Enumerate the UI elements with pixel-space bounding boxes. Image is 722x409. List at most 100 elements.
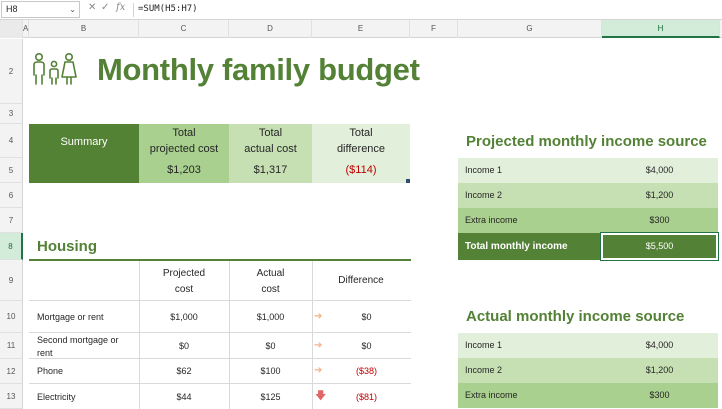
- name-box-value: H8: [6, 4, 18, 14]
- income-label: Extra income: [465, 215, 518, 225]
- housing-header-difference: Difference: [338, 275, 384, 286]
- formula-input[interactable]: =SUM(H5:H7): [138, 4, 198, 14]
- housing-title-underline: [29, 259, 411, 261]
- table-row[interactable]: Second mortgage or rent $0 $0 ➔ $0: [29, 333, 411, 359]
- income-label: Income 1: [465, 165, 503, 175]
- row-header-3[interactable]: 3: [0, 104, 23, 124]
- row-label-line2: rent: [37, 348, 53, 358]
- column-header-e[interactable]: E: [312, 20, 410, 38]
- row-projected: $1,000: [170, 312, 198, 322]
- row-label: Phone: [37, 366, 64, 376]
- fill-handle[interactable]: [406, 179, 410, 183]
- arrow-right-icon: ➔: [314, 340, 323, 351]
- projected-total-value[interactable]: $1,203: [139, 158, 229, 183]
- column-header-g[interactable]: G: [458, 20, 602, 38]
- confirm-icon[interactable]: ✓: [101, 2, 110, 13]
- formula-actions: ✕ ✓ fx: [86, 2, 130, 18]
- row-projected: $44: [176, 392, 192, 402]
- selected-cell-outline: [600, 232, 719, 261]
- select-all-corner[interactable]: [0, 20, 23, 38]
- income-value: $4,000: [645, 165, 674, 175]
- actual-income-title: Actual monthly income source: [466, 308, 685, 325]
- arrow-right-icon: ➔: [314, 311, 323, 322]
- actual-total-value[interactable]: $1,317: [229, 158, 312, 183]
- row-difference: $0: [361, 312, 372, 322]
- grid-line: [139, 261, 140, 409]
- summary-label: Summary: [60, 136, 108, 148]
- row-header-5[interactable]: 5: [0, 158, 23, 183]
- row-header-4[interactable]: 4: [0, 124, 23, 158]
- table-row[interactable]: Electricity $44 $125 🡇 ($81): [29, 384, 411, 409]
- family-icon: [33, 52, 77, 85]
- total-income-row[interactable]: Total monthly income $5,500: [458, 233, 718, 260]
- difference-header-line1: Total: [349, 127, 373, 139]
- formula-divider: [133, 3, 134, 17]
- income-value: $1,200: [645, 365, 674, 375]
- row-header-6[interactable]: 6: [0, 183, 23, 208]
- row-label-line1: Second mortgage or: [37, 335, 119, 345]
- row-actual: $0: [265, 341, 276, 351]
- column-header-f[interactable]: F: [410, 20, 458, 38]
- row-difference: ($81): [355, 392, 377, 402]
- arrow-right-icon: ➔: [314, 365, 323, 376]
- summary-label-cell[interactable]: Summary: [29, 124, 139, 183]
- list-item[interactable]: Income 1 $4,000: [458, 158, 718, 183]
- projected-header-line2: projected cost: [149, 143, 219, 155]
- housing-header-actual-2: cost: [261, 284, 280, 295]
- income-value: $1,200: [645, 190, 674, 200]
- function-icon[interactable]: fx: [116, 2, 126, 13]
- total-income-value[interactable]: $5,500: [645, 241, 674, 251]
- row-header-7[interactable]: 7: [0, 208, 23, 233]
- row-header-10[interactable]: 10: [0, 301, 23, 333]
- table-row[interactable]: Mortgage or rent $1,000 $1,000 ➔ $0: [29, 301, 411, 333]
- arrow-down-icon: 🡇: [315, 390, 327, 402]
- column-header-a[interactable]: A: [23, 20, 29, 38]
- cancel-icon[interactable]: ✕: [88, 2, 97, 13]
- list-item[interactable]: Extra income $300: [458, 383, 718, 408]
- column-header-h[interactable]: H: [602, 20, 720, 38]
- row-header-12[interactable]: 12: [0, 359, 23, 384]
- income-value: $300: [649, 390, 670, 400]
- difference-total-value[interactable]: ($114): [312, 158, 410, 183]
- total-income-label: Total monthly income: [465, 241, 568, 252]
- income-value: $4,000: [645, 340, 674, 350]
- projected-header-cell[interactable]: Total projected cost: [139, 124, 229, 158]
- list-item[interactable]: Income 2 $1,200: [458, 358, 718, 383]
- row-projected: $62: [176, 366, 192, 376]
- row-header-8[interactable]: 8: [0, 233, 23, 260]
- projected-header-line1: Total: [172, 127, 196, 139]
- list-item[interactable]: Income 1 $4,000: [458, 333, 718, 358]
- row-actual: $100: [260, 366, 281, 376]
- column-header-d[interactable]: D: [229, 20, 312, 38]
- income-label: Extra income: [465, 390, 518, 400]
- row-actual: $1,000: [256, 312, 285, 322]
- housing-header-actual-1: Actual: [256, 268, 285, 279]
- row-header-11[interactable]: 11: [0, 333, 23, 359]
- table-row[interactable]: Phone $62 $100 ➔ ($38): [29, 359, 411, 384]
- list-item[interactable]: Income 2 $1,200: [458, 183, 718, 208]
- column-header-b[interactable]: B: [29, 20, 139, 38]
- income-label: Income 2: [465, 365, 503, 375]
- income-label: Income 2: [465, 190, 503, 200]
- list-item[interactable]: Extra income $300: [458, 208, 718, 233]
- row-header-9[interactable]: 9: [0, 260, 23, 301]
- formula-bar: H8 ⌄ ✕ ✓ fx =SUM(H5:H7): [0, 0, 722, 20]
- row-projected: $0: [178, 341, 189, 351]
- row-difference: ($38): [355, 366, 377, 376]
- row-header-13[interactable]: 13: [0, 384, 23, 409]
- income-label: Income 1: [465, 340, 503, 350]
- difference-header-line2: difference: [336, 143, 386, 155]
- projected-income-title: Projected monthly income source: [466, 133, 707, 150]
- name-box[interactable]: H8 ⌄: [1, 1, 80, 18]
- column-header-c[interactable]: C: [139, 20, 229, 38]
- difference-header-cell[interactable]: Total difference: [312, 124, 410, 158]
- housing-title: Housing: [37, 238, 97, 255]
- actual-header-cell[interactable]: Total actual cost: [229, 124, 312, 158]
- row-actual: $125: [260, 392, 281, 402]
- row-header-2[interactable]: 2: [0, 39, 23, 104]
- row-label: Electricity: [37, 392, 76, 402]
- column-headers: A B C D E F G H: [0, 20, 722, 38]
- grid-line: [229, 261, 230, 409]
- chevron-down-icon[interactable]: ⌄: [69, 5, 76, 14]
- row-difference: $0: [361, 341, 372, 351]
